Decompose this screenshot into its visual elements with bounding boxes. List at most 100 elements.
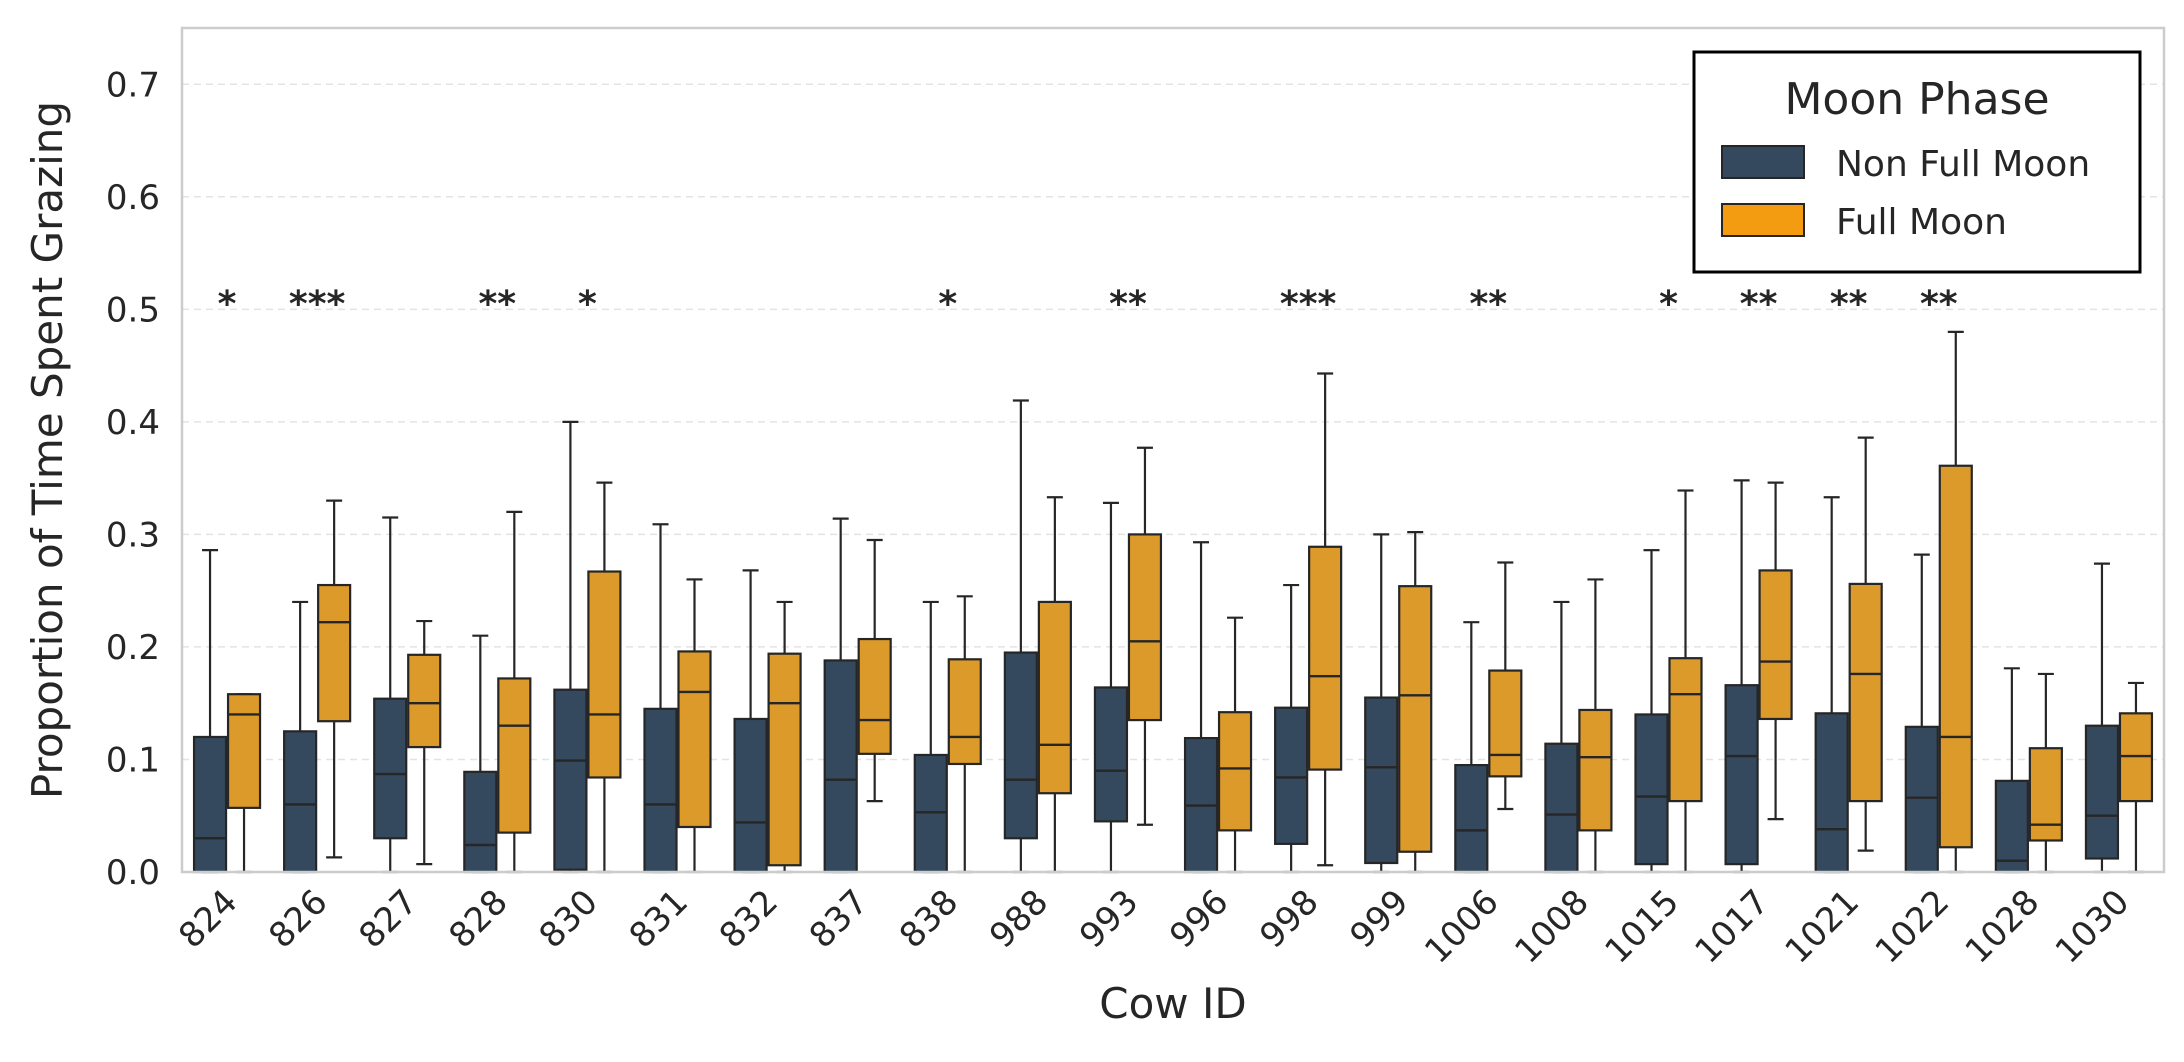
- box-full-moon: [1037, 496, 1072, 874]
- box-full-moon: [1758, 481, 1793, 821]
- box-iqr: [407, 653, 442, 749]
- box-full-moon: [677, 578, 712, 874]
- box-non-full-moon: [553, 420, 588, 874]
- box-iqr: [1037, 600, 1072, 795]
- box-full-moon: [1488, 561, 1523, 811]
- box-full-moon: [587, 481, 622, 874]
- box-full-moon: [497, 510, 532, 874]
- box-non-full-moon: [1364, 533, 1399, 874]
- legend-swatch-full-moon: [1721, 203, 1805, 237]
- significance-marker: ***: [1280, 284, 1337, 325]
- box-full-moon: [2028, 672, 2063, 874]
- box-iqr: [677, 650, 712, 829]
- box-iqr: [733, 717, 768, 874]
- box-non-full-moon: [1904, 553, 1939, 874]
- box-iqr: [1544, 742, 1579, 874]
- y-tick-label: 0.3: [106, 515, 160, 555]
- plot-frame: [180, 26, 2166, 874]
- box-full-moon: [1398, 531, 1433, 874]
- y-axis-label: Proportion of Time Spent Grazing: [23, 101, 72, 799]
- box-iqr: [767, 652, 802, 867]
- box-non-full-moon: [1634, 549, 1669, 874]
- box-iqr: [1994, 779, 2029, 874]
- box-iqr: [1274, 706, 1309, 845]
- legend: Moon Phase Non Full Moon Full Moon: [1692, 50, 2142, 274]
- y-axis-ticks: 0.0 0.1 0.2 0.3 0.4 0.5 0.6 0.7: [106, 65, 160, 893]
- significance-marker: **: [1109, 284, 1147, 325]
- box-iqr: [1758, 569, 1793, 721]
- box-full-moon: [1848, 436, 1883, 852]
- significance-marker: **: [1469, 284, 1507, 325]
- y-tick-label: 0.5: [106, 290, 160, 330]
- box-iqr: [1724, 684, 1759, 866]
- box-iqr: [192, 735, 228, 874]
- significance-markers: * *** ** * * ** *** ** * ** ** **: [218, 284, 1958, 325]
- y-tick-label: 0.6: [106, 178, 160, 218]
- significance-marker: **: [1740, 284, 1778, 325]
- box-iqr: [1848, 582, 1883, 803]
- box-non-full-moon: [1183, 541, 1219, 874]
- box-full-moon: [947, 595, 982, 874]
- y-tick-label: 0.4: [106, 403, 160, 443]
- box-iqr: [1488, 669, 1523, 778]
- box-non-full-moon: [823, 517, 858, 874]
- box-full-moon: [1217, 616, 1253, 874]
- box-iqr: [1364, 696, 1399, 865]
- box-non-full-moon: [1093, 501, 1129, 874]
- significance-marker: *: [1659, 284, 1678, 325]
- box-full-moon: [226, 693, 262, 874]
- box-full-moon: [1127, 446, 1163, 826]
- box-iqr: [373, 697, 408, 840]
- box-iqr: [2084, 724, 2120, 860]
- box-iqr: [1634, 713, 1669, 866]
- box-iqr: [1003, 651, 1038, 840]
- significance-marker: ***: [289, 284, 346, 325]
- box-iqr: [463, 770, 498, 874]
- significance-marker: *: [578, 284, 597, 325]
- x-axis-label: Cow ID: [1099, 979, 1246, 1028]
- box-non-full-moon: [733, 569, 768, 874]
- box-iqr: [1814, 712, 1849, 874]
- box-iqr: [497, 677, 532, 834]
- box-non-full-moon: [2084, 562, 2120, 874]
- box-iqr: [1668, 657, 1703, 803]
- box-full-moon: [857, 538, 892, 803]
- box-iqr: [1398, 585, 1433, 853]
- significance-marker: **: [478, 284, 516, 325]
- box-full-moon: [407, 619, 442, 866]
- legend-swatch-non-full-moon: [1721, 145, 1805, 179]
- box-iqr: [1578, 708, 1613, 832]
- legend-label-full-moon: Full Moon: [1836, 202, 2007, 243]
- box-iqr: [317, 583, 352, 723]
- box-full-moon: [1668, 489, 1703, 874]
- box-iqr: [947, 658, 982, 766]
- box-non-full-moon: [643, 523, 678, 874]
- box-iqr: [643, 707, 678, 874]
- box-iqr: [823, 659, 858, 874]
- box-iqr: [857, 637, 892, 755]
- box-iqr: [553, 688, 588, 871]
- legend-label-non-full-moon: Non Full Moon: [1836, 144, 2090, 185]
- box-full-moon: [317, 499, 352, 859]
- y-tick-label: 0.2: [106, 628, 160, 668]
- box-series: [192, 330, 2154, 874]
- box-iqr: [1093, 686, 1129, 823]
- significance-marker: **: [1830, 284, 1868, 325]
- box-iqr: [2028, 747, 2063, 842]
- box-non-full-moon: [1994, 667, 2029, 874]
- y-tick-label: 0.0: [106, 853, 160, 893]
- box-non-full-moon: [1724, 479, 1759, 874]
- box-iqr: [1454, 763, 1489, 874]
- box-iqr: [1308, 545, 1343, 771]
- box-iqr: [283, 730, 318, 874]
- y-tick-label: 0.7: [106, 65, 160, 105]
- box-non-full-moon: [1003, 399, 1038, 874]
- box-iqr: [1904, 725, 1939, 874]
- box-iqr: [1938, 464, 1973, 849]
- box-iqr: [226, 693, 262, 809]
- box-non-full-moon: [192, 549, 228, 874]
- box-non-full-moon: [373, 516, 408, 874]
- box-full-moon: [1578, 578, 1613, 874]
- box-iqr: [587, 570, 622, 779]
